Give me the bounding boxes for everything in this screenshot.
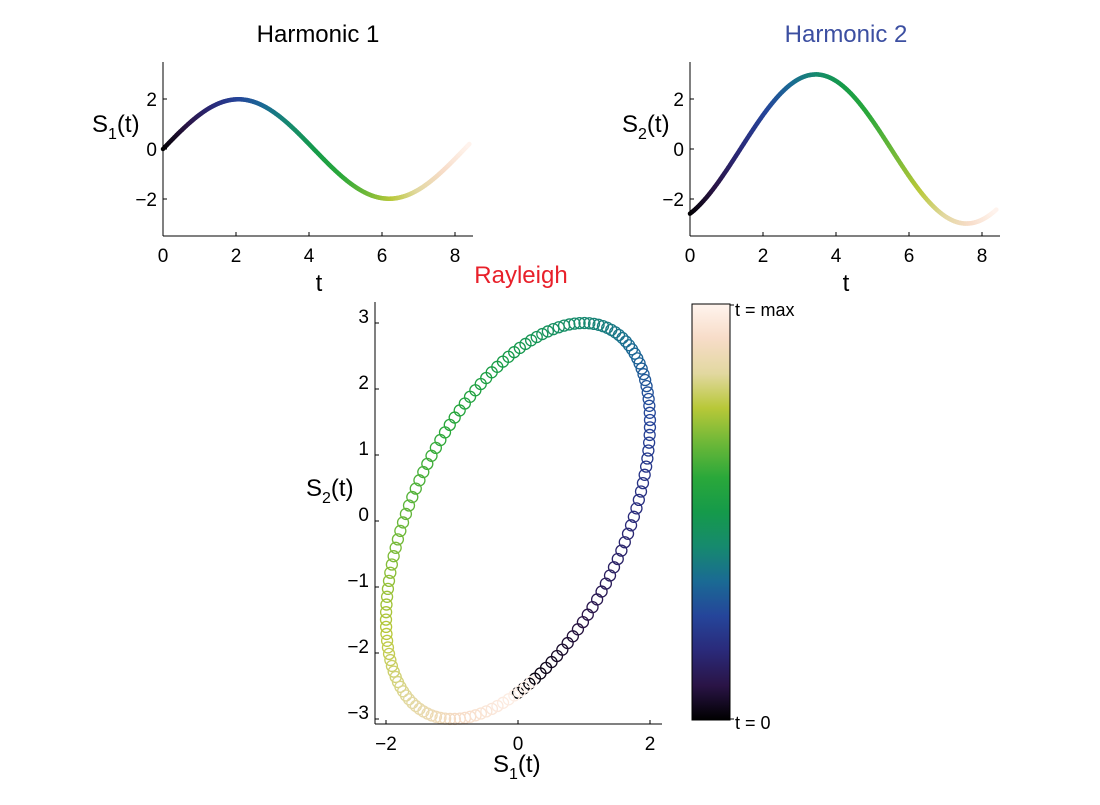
y-axis-label: S1(t) <box>92 111 140 143</box>
x-tick-label: 0 <box>158 246 169 267</box>
colorbar-label-top: t = max <box>735 300 795 320</box>
y-axis-label-suffix: (t) <box>647 111 670 138</box>
y-axis-label-base: S <box>92 111 108 138</box>
y-axis-label-base: S <box>622 111 638 138</box>
x-tick-label: 8 <box>977 246 988 267</box>
x-tick-label: −2 <box>375 734 397 755</box>
scatter-point <box>613 330 624 341</box>
line-segment <box>467 144 469 146</box>
scatter-point <box>407 697 418 708</box>
y-tick-label: −1 <box>347 571 369 592</box>
chart-title: Harmonic 1 <box>257 21 380 48</box>
x-tick-label: 8 <box>450 246 461 267</box>
y-tick-label: −2 <box>347 637 369 658</box>
y-tick-label: 2 <box>673 90 684 111</box>
scatter-markers <box>381 318 656 725</box>
y-axis-label-subscript: 2 <box>638 126 647 143</box>
x-tick-label: 0 <box>685 246 696 267</box>
y-ticks: 3 2 1 0 −1 −2 −3 <box>347 307 369 724</box>
x-axis-label-subscript: 1 <box>509 766 518 783</box>
y-ticks: −2 0 2 <box>662 90 684 211</box>
y-axis-label-base: S <box>306 475 322 502</box>
x-ticks: 0 2 4 6 8 <box>158 246 461 267</box>
x-tick-label: 6 <box>904 246 915 267</box>
y-tick-label: 2 <box>358 373 369 394</box>
x-ticks: 0 2 4 6 8 <box>685 246 988 267</box>
y-axis-label-suffix: (t) <box>117 111 140 138</box>
x-tick-label: 2 <box>231 246 242 267</box>
y-tick-label: 0 <box>358 505 369 526</box>
series-line <box>690 74 996 223</box>
panel-harmonic-2: Harmonic 2 0 2 4 6 8 −2 0 2 t S2(t) <box>622 21 1000 297</box>
x-tick-label: 2 <box>758 246 769 267</box>
y-axis-label-subscript: 2 <box>322 490 331 507</box>
colorbar-label-bottom: t = 0 <box>735 713 771 733</box>
x-tick-label: 4 <box>831 246 842 267</box>
colorbar-gradient <box>692 304 730 720</box>
panel-harmonic-1: Harmonic 1 0 2 4 6 8 −2 0 2 t S1(t) <box>92 21 473 297</box>
scatter-point <box>617 333 628 344</box>
y-tick-label: 3 <box>358 307 369 328</box>
scatter-point <box>410 701 421 712</box>
y-axis-label: S2(t) <box>306 475 354 507</box>
y-tick-label: 1 <box>358 439 369 460</box>
x-tick-label: 2 <box>645 734 656 755</box>
x-tick-label: 6 <box>377 246 388 267</box>
series-line <box>163 99 469 198</box>
y-axis-label: S2(t) <box>622 111 670 143</box>
y-tick-label: −2 <box>135 190 157 211</box>
y-tick-label: 2 <box>146 90 157 111</box>
x-ticks: −2 0 2 <box>375 734 655 755</box>
scatter-point <box>414 703 425 714</box>
y-axis-label-subscript: 1 <box>108 126 117 143</box>
line-segment <box>994 210 996 212</box>
colorbar: t = max t = 0 <box>692 300 795 733</box>
chart-title: Rayleigh <box>474 262 567 289</box>
x-axis-label: S1(t) <box>493 751 541 783</box>
y-tick-label: −3 <box>347 703 369 724</box>
x-axis-label-base: S <box>493 751 509 778</box>
y-tick-label: 0 <box>146 140 157 161</box>
y-tick-label: −2 <box>662 190 684 211</box>
y-axis-label-suffix: (t) <box>331 475 354 502</box>
x-axis-label: t <box>316 270 323 297</box>
x-axis-label: t <box>843 270 850 297</box>
chart-title: Harmonic 2 <box>785 21 908 48</box>
y-tick-label: 0 <box>673 140 684 161</box>
x-tick-label: 4 <box>304 246 315 267</box>
x-axis-label-suffix: (t) <box>518 751 541 778</box>
y-ticks: −2 0 2 <box>135 90 157 211</box>
panel-rayleigh: Rayleigh −2 0 2 3 2 1 0 −1 −2 −3 S1(t) S… <box>306 262 662 783</box>
